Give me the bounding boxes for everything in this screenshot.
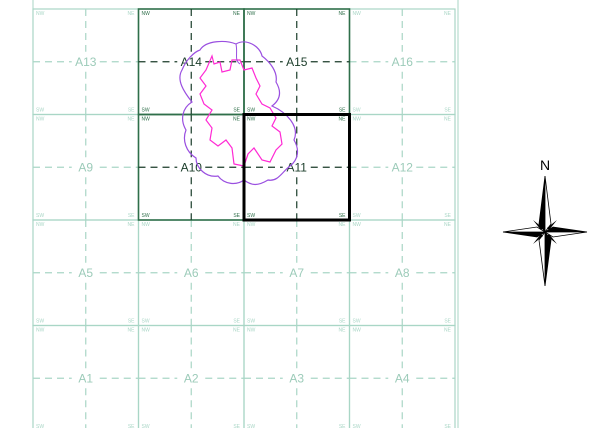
tile-corner-label: SW (36, 108, 44, 114)
tile-corner-label: NE (444, 11, 452, 17)
tile-corner-label: NW (142, 11, 151, 17)
tile-corner-label: NW (142, 328, 151, 334)
tile-label: A14 (181, 55, 203, 69)
tile-label: A11 (287, 160, 308, 174)
tile-corner-label: NW (247, 328, 256, 334)
buffer-outline (179, 40, 299, 186)
tile-corner-label: NE (233, 11, 241, 17)
tile-label: A1 (78, 371, 93, 385)
tile-corner-label: SW (353, 319, 361, 325)
tile-corner-label: NW (247, 222, 256, 228)
tile-corner-label: NE (339, 328, 347, 334)
tile-corner-label: SE (233, 319, 240, 325)
tile-corner-label: NW (36, 222, 45, 228)
tile-label: A16 (392, 55, 414, 69)
tile-corner-label: SW (353, 424, 361, 428)
tile-label: A13 (75, 55, 97, 69)
tile-corner-label: SE (444, 424, 451, 428)
tile-corner-label: NE (444, 328, 452, 334)
tile-corner-label: SW (247, 213, 255, 219)
tile-label: A5 (78, 266, 93, 280)
tile-corner-label: SE (128, 424, 135, 428)
north-label: N (540, 157, 550, 173)
selected-tile-frame[interactable] (242, 113, 351, 222)
tile-corner-label: SW (142, 424, 150, 428)
tile-label: A8 (395, 266, 410, 280)
tile-corner-label: NE (128, 222, 136, 228)
tile-corner-label: NE (233, 222, 241, 228)
tile-corner-label: SW (142, 319, 150, 325)
tile-label: A12 (392, 160, 414, 174)
north-arrow-icon: N (502, 157, 588, 287)
tile-corner-label: SW (142, 213, 150, 219)
tile-corner-label: NW (142, 222, 151, 228)
tile-corner-label: SE (233, 424, 240, 428)
tile-corner-label: SW (247, 319, 255, 325)
tile-corner-label: NW (247, 117, 256, 123)
tile-corner-label: NW (36, 11, 45, 17)
tile-label: A6 (184, 266, 199, 280)
tile-corner-label: NE (233, 117, 241, 123)
study-area-boundary (199, 54, 283, 167)
tile-corner-label: NE (128, 11, 136, 17)
tile-label: A9 (78, 160, 93, 174)
tile-corner-label: NE (128, 117, 136, 123)
tile-corner-label: SW (353, 108, 361, 114)
tile-corner-label: SW (247, 424, 255, 428)
tile-corner-label: NW (36, 328, 45, 334)
tile-corner-label: SW (36, 424, 44, 428)
tile-corner-label: SW (142, 108, 150, 114)
tile-label: A4 (395, 371, 410, 385)
tile-corner-labels: NE NW SE SW NE NW SE SW NE NW SE SW NE NW SE SW NE NW SE SW… (36, 11, 452, 430)
tile-corner-label: NW (36, 117, 45, 123)
tile-corner-label: SE (444, 213, 451, 219)
tile-corner-label: NW (353, 222, 362, 228)
tile-corner-label: SE (128, 108, 135, 114)
tile-corner-label: SE (128, 213, 135, 219)
tile-corner-label: NE (233, 328, 241, 334)
tile-corner-label: NE (128, 328, 136, 334)
tile-corner-label: SE (339, 108, 346, 114)
tile-corner-label: SE (339, 424, 346, 428)
tile-corner-label: SE (128, 319, 135, 325)
tile-corner-label: SE (233, 213, 240, 219)
tile-corner-label: SE (444, 108, 451, 114)
tile-corner-label: NW (142, 117, 151, 123)
tile-label: A2 (184, 371, 199, 385)
tile-corner-label: NW (247, 11, 256, 17)
tile-corner-label: SE (444, 319, 451, 325)
tile-corner-label: SE (233, 108, 240, 114)
tile-corner-label: NW (353, 117, 362, 123)
tile-label: A7 (289, 266, 304, 280)
tile-corner-label: SW (36, 213, 44, 219)
tile-corner-label: NE (444, 222, 452, 228)
tile-corner-label: NW (353, 328, 362, 334)
tile-corner-label: SE (339, 213, 346, 219)
tile-corner-label: SW (36, 319, 44, 325)
tile-corner-label: NE (339, 117, 347, 123)
tile-corner-label: NW (353, 11, 362, 17)
tile-label: A15 (286, 55, 308, 69)
tile-corner-label: NE (339, 222, 347, 228)
tile-label: A3 (289, 371, 304, 385)
buffer-inner-detail (235, 43, 241, 65)
tile-corner-label: NE (339, 11, 347, 17)
tile-corner-label: SE (339, 319, 346, 325)
tile-corner-label: NE (444, 117, 452, 123)
tile-corner-label: SW (353, 213, 361, 219)
tile-corner-label: SW (247, 108, 255, 114)
